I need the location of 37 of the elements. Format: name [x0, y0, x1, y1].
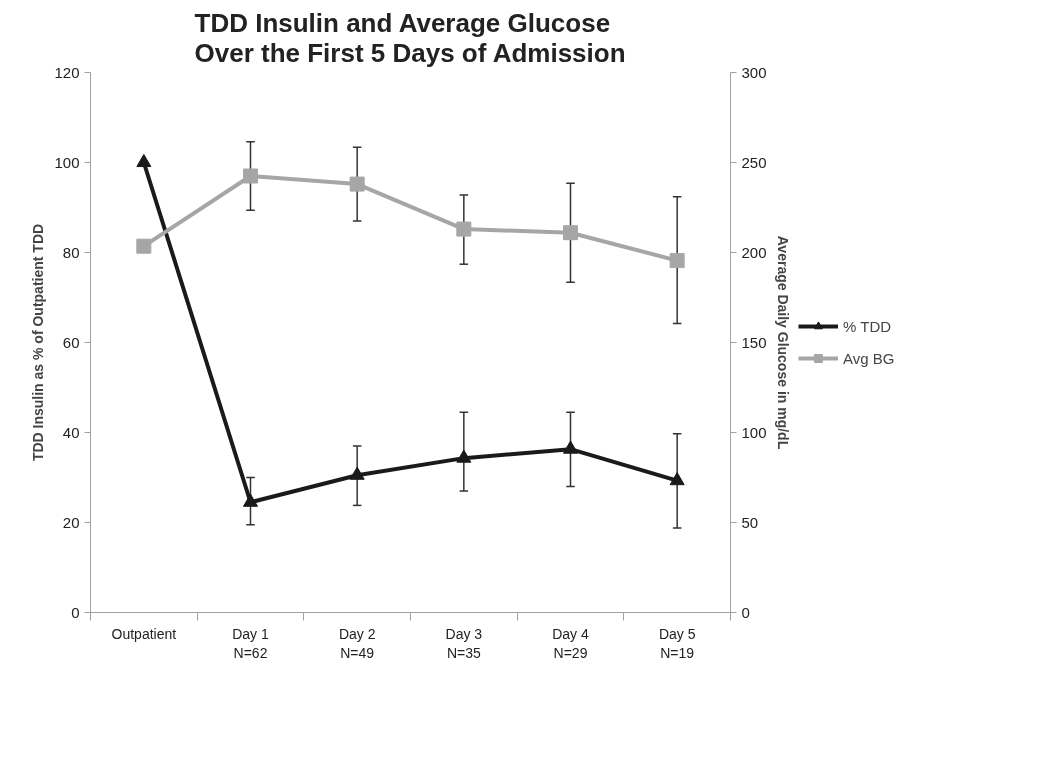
y-tick-label: 100 [54, 153, 80, 171]
y-tick-label: 80 [62, 243, 80, 261]
y-tick-label: 20 [62, 513, 80, 531]
x-tick-label: Day 1 N=62 [232, 625, 269, 661]
point [456, 221, 472, 237]
y-tick-label: 40 [62, 423, 80, 441]
legend-label: Avg BG [843, 349, 895, 367]
y2-tick-label: 250 [741, 153, 767, 171]
point [243, 168, 258, 184]
y-tick-label: 120 [54, 63, 80, 81]
y2-axis-title: Average Daily Glucose in mg/dL [774, 235, 791, 450]
chart-title: TDD Insulin and Average Glucose Over the First 5 Days of Admission [194, 7, 626, 68]
y2-tick-label: 100 [741, 423, 767, 441]
point [349, 176, 365, 192]
point [136, 238, 152, 254]
x-tick-label: Day 5 N=19 [658, 625, 696, 661]
point [349, 466, 365, 480]
x-tick-label: Outpatient [111, 625, 177, 642]
y-tick-label: 60 [62, 333, 80, 351]
y2-tick-label: 0 [741, 603, 750, 621]
point [243, 493, 258, 507]
x-tick-label: Day 4 N=29 [552, 625, 589, 661]
point [563, 225, 578, 241]
x-tick-label: Day 3 N=35 [445, 625, 483, 661]
point [669, 472, 685, 486]
legend-label: % TDD [843, 317, 892, 335]
point [456, 449, 472, 463]
point [136, 153, 152, 168]
y2-tick-label: 150 [741, 333, 767, 351]
y-axis-title: TDD Insulin as % of Outpatient TDD [30, 223, 47, 462]
y2-tick-label: 50 [741, 513, 759, 531]
y2-tick-label: 300 [741, 63, 767, 81]
point [563, 440, 578, 454]
y-tick-label: 0 [71, 603, 80, 621]
point [669, 253, 685, 269]
x-tick-label: Day 2 N=49 [338, 625, 376, 661]
y2-tick-label: 200 [741, 243, 767, 261]
